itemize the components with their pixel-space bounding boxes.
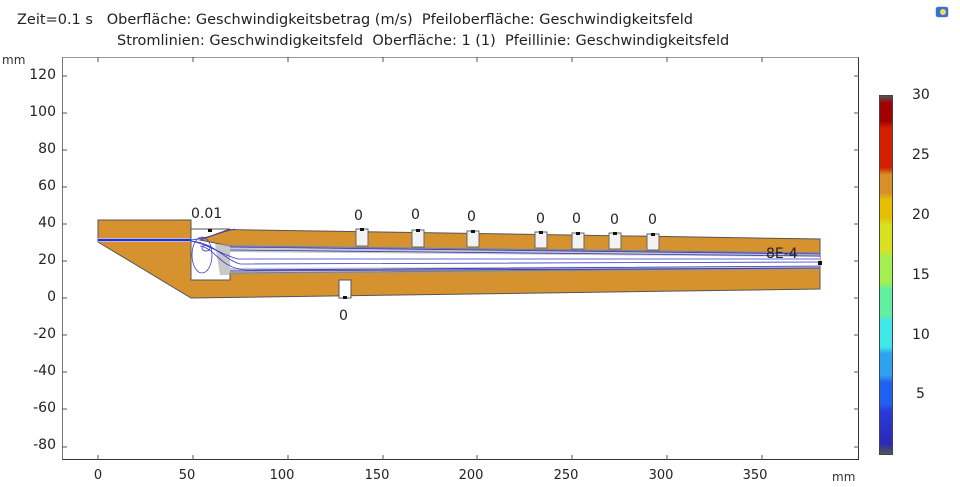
y-tick-label: -80 [33, 437, 56, 453]
fluid-channel [98, 228, 822, 299]
inlet-annotation: 0.01 [191, 206, 222, 222]
plot-title-line2: Stromlinien: Geschwindigkeitsfeld Oberfl… [117, 33, 730, 49]
x-tick-label: 350 [742, 468, 768, 483]
colorbar-tick-label: 25 [912, 147, 930, 163]
y-tick-label: 0 [47, 289, 56, 305]
y-tick-label: -20 [33, 326, 56, 342]
y-tick-label: -40 [33, 363, 56, 379]
top-outlet-annotation: 0 [648, 212, 657, 228]
colorbar-tick-label: 20 [912, 207, 930, 223]
x-tick-label: 50 [178, 468, 196, 483]
y-axis-unit: mm [2, 53, 26, 67]
bottom-outlet-annotation: 0 [339, 308, 348, 324]
axis-ticks [62, 57, 859, 460]
y-tick-label: 100 [29, 104, 56, 120]
top-outlet-annotation: 0 [354, 208, 363, 224]
x-tick-label: 200 [458, 468, 484, 483]
top-outlet-annotation: 0 [411, 207, 420, 223]
y-tick-label: -60 [33, 400, 56, 416]
colorbar-tick-label: 10 [912, 327, 930, 343]
y-tick-label: 120 [29, 67, 56, 83]
y-tick-label: 20 [38, 252, 56, 268]
y-tick-label: 80 [38, 141, 56, 157]
x-tick-label: 100 [269, 468, 295, 483]
top-outlet-annotation: 0 [610, 212, 619, 228]
colorbar [879, 95, 893, 455]
colorbar-tick-label: 30 [912, 87, 930, 103]
top-outlet-annotation: 0 [536, 211, 545, 227]
plot-title-line1: Zeit=0.1 s Oberfläche: Geschwindigkeitsb… [17, 12, 693, 28]
y-tick-label: 60 [38, 178, 56, 194]
x-tick-label: 250 [553, 468, 579, 483]
x-tick-label: 150 [364, 468, 390, 483]
render-mode-icon[interactable] [936, 7, 948, 17]
colorbar-tick-label: 15 [912, 267, 930, 283]
top-outlet-annotation: 0 [572, 211, 581, 227]
right-outlet-annotation: 8E-4 [766, 246, 798, 262]
x-tick-label: 300 [648, 468, 674, 483]
colorbar-tick-label: 5 [916, 386, 925, 402]
x-tick-label: 0 [93, 468, 103, 483]
y-tick-label: 40 [38, 215, 56, 231]
x-axis-unit: mm [832, 470, 856, 484]
plot-area[interactable] [62, 57, 859, 460]
top-outlet-annotation: 0 [467, 209, 476, 225]
